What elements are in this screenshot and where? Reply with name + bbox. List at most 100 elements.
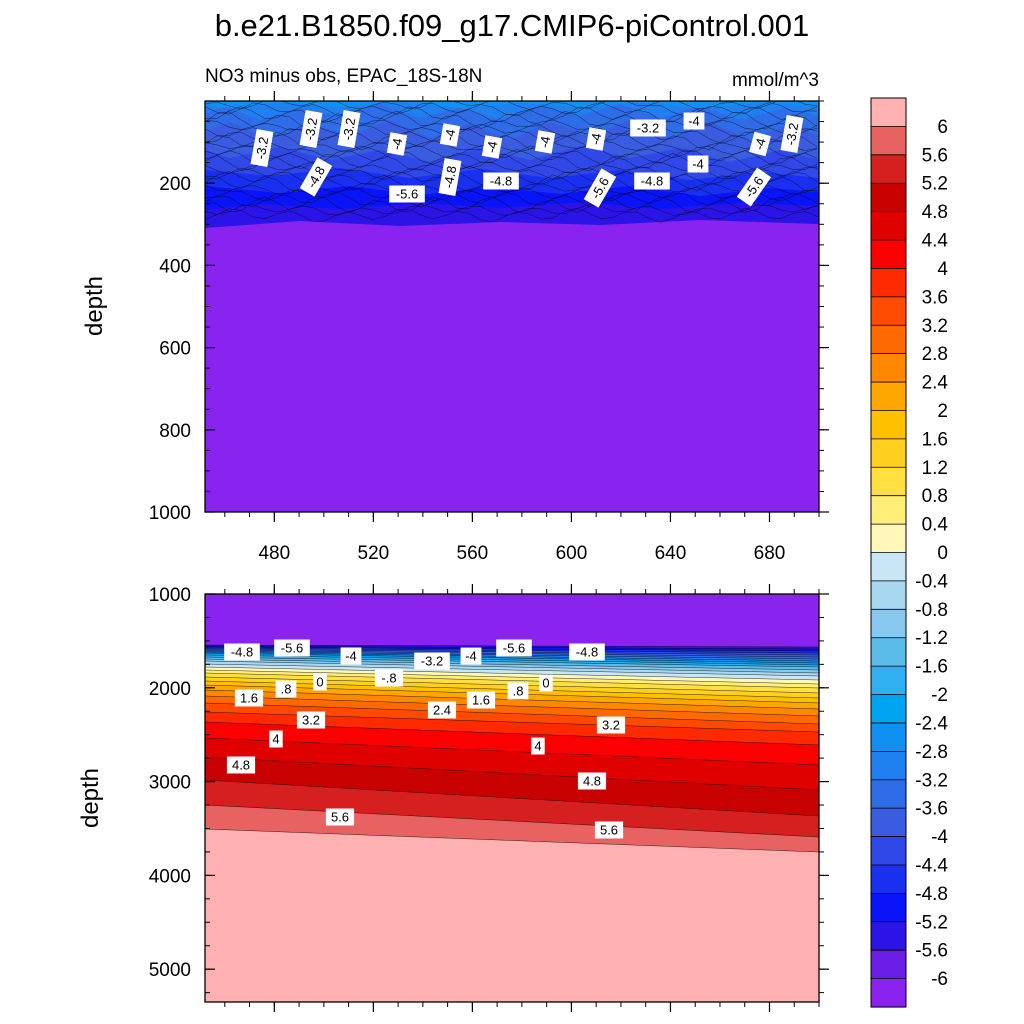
contour-label-bg bbox=[780, 114, 804, 154]
colorbar-level-label: -4.8 bbox=[915, 884, 948, 905]
contour-label-bg bbox=[634, 172, 670, 190]
contour-label: 4.8 bbox=[226, 756, 256, 774]
bottom-contour-labels: -4.8 -5.6 -4 -3.2 -4 -5.6 -4.8 -.8 0 .8 1.6 2.4 1.6.… bbox=[224, 639, 626, 839]
contour-label-bg bbox=[299, 157, 333, 197]
contour-label-bg bbox=[340, 647, 362, 665]
contour-label-text: -3.2 bbox=[783, 122, 802, 147]
contour-label-bg bbox=[460, 647, 482, 665]
contour-label-bg bbox=[507, 682, 529, 700]
contour-label-bg bbox=[687, 155, 709, 173]
contour-label-bg bbox=[569, 643, 605, 661]
colorbar-swatch bbox=[871, 126, 906, 156]
colorbar-level-label: 1.2 bbox=[922, 458, 948, 479]
colorbar-swatch bbox=[871, 722, 906, 752]
colorbar-swatch bbox=[871, 666, 906, 696]
contour-label: -4.8 bbox=[634, 172, 670, 190]
colorbar: 6 5.6 5.2 4.8 4.4 4 3.6 3.2 2.8 2.4 2 1.6 1.2 0.8 0.4 0… bbox=[870, 97, 949, 1008]
contour-label: -4 bbox=[683, 112, 705, 130]
contour-label-bg bbox=[325, 808, 355, 826]
contour-label-bg bbox=[234, 689, 264, 707]
contour-label-bg bbox=[594, 821, 624, 839]
bottom-contour-lines bbox=[205, 644, 819, 853]
colorbar-swatch bbox=[871, 836, 906, 866]
y-tick-label: 600 bbox=[159, 339, 191, 360]
contour-label: -5.6 bbox=[496, 639, 532, 657]
colorbar-level-label: 2.8 bbox=[922, 344, 948, 365]
contour-line bbox=[205, 669, 819, 685]
colorbar-level-label: 4.8 bbox=[922, 202, 948, 223]
contour-label: 4.8 bbox=[577, 772, 607, 790]
contour-label-bg bbox=[596, 716, 626, 734]
colorbar-swatch bbox=[871, 325, 906, 355]
contour-label-text: -3.2 bbox=[421, 654, 443, 669]
colorbar-swatch bbox=[871, 893, 906, 923]
colorbar-swatch bbox=[871, 353, 906, 383]
contour-line bbox=[205, 187, 818, 202]
contour-label: .8 bbox=[275, 680, 297, 698]
contour-label: -4 bbox=[386, 132, 408, 156]
contour-line bbox=[205, 145, 818, 159]
contour-label-bg bbox=[414, 652, 450, 670]
contour-line bbox=[205, 779, 819, 817]
colorbar-swatch bbox=[871, 410, 906, 440]
colorbar-swatch bbox=[871, 98, 906, 128]
contour-label-bg bbox=[427, 701, 457, 719]
contour-label-text: -4 bbox=[688, 114, 700, 129]
colorbar-level-label: 4.4 bbox=[922, 231, 949, 252]
contour-label-text: 5.6 bbox=[331, 810, 349, 825]
contour-label: -3.2 bbox=[630, 119, 666, 137]
y-tick-label: 3000 bbox=[149, 773, 191, 794]
colorbar-level-label: -1.2 bbox=[915, 628, 948, 649]
contour-line bbox=[205, 208, 818, 223]
colorbar-level-label: 2 bbox=[937, 401, 948, 422]
colorbar-swatch bbox=[871, 211, 906, 241]
contour-label-text: 1.6 bbox=[472, 693, 490, 708]
colorbar-level-label: -0.4 bbox=[915, 571, 948, 592]
colorbar-swatch bbox=[871, 467, 906, 497]
contour-line bbox=[205, 656, 819, 668]
contour-label-bg bbox=[274, 639, 310, 657]
colorbar-level-label: -2.8 bbox=[915, 742, 948, 763]
x-tick-label: 520 bbox=[358, 543, 390, 564]
bot-band-n6.0 bbox=[205, 594, 819, 647]
contour-label-bg bbox=[466, 691, 496, 709]
contour-label: 5.6 bbox=[325, 808, 355, 826]
y-tick-label: 5000 bbox=[149, 960, 191, 981]
contour-label-bg bbox=[374, 669, 404, 687]
contour-label-text: -5.6 bbox=[281, 641, 303, 656]
contour-label: 0 bbox=[539, 674, 553, 692]
contour-label: -4 bbox=[534, 130, 556, 154]
contour-label-text: 4.8 bbox=[232, 758, 250, 773]
contour-label-bg bbox=[585, 127, 607, 151]
colorbar-level-label: -3.2 bbox=[915, 770, 948, 791]
colorbar-swatch bbox=[871, 296, 906, 326]
contour-label-bg bbox=[313, 673, 327, 691]
colorbar-swatch bbox=[871, 864, 906, 894]
colorbar-level-label: 1.6 bbox=[922, 429, 948, 450]
contour-label-bg bbox=[483, 172, 519, 190]
colorbar-level-label: 5.6 bbox=[922, 145, 948, 166]
colorbar-swatch bbox=[871, 495, 906, 525]
contour-line bbox=[205, 102, 818, 117]
contour-label-bg bbox=[224, 643, 260, 661]
colorbar-level-label: 3.6 bbox=[922, 287, 948, 308]
colorbar-level-label: 6 bbox=[937, 117, 948, 138]
contour-label-text: 4 bbox=[534, 739, 541, 754]
colorbar-swatch bbox=[871, 694, 906, 724]
colorbar-swatch bbox=[871, 921, 906, 951]
colorbar-swatch bbox=[871, 183, 906, 213]
contour-line bbox=[205, 654, 819, 666]
colorbar-level-label: 3.2 bbox=[922, 316, 948, 337]
colorbar-level-label: -1.6 bbox=[915, 657, 948, 678]
colorbar-swatch bbox=[871, 779, 906, 809]
colorbar-level-label: -4 bbox=[931, 827, 948, 848]
contour-label-text: -4 bbox=[692, 157, 704, 172]
contour-label: 3.2 bbox=[296, 711, 326, 729]
colorbar-swatch bbox=[871, 154, 906, 184]
contour-label: -4 bbox=[687, 155, 709, 173]
colorbar-swatch bbox=[871, 552, 906, 582]
contour-label-text: -4.8 bbox=[231, 645, 253, 660]
top-panel: NO3 minus obs, EPAC_18S-18N mmol/m^3 200… bbox=[81, 66, 829, 564]
colorbar-swatch bbox=[871, 524, 906, 554]
colorbar-level-label: 5.2 bbox=[922, 174, 948, 195]
